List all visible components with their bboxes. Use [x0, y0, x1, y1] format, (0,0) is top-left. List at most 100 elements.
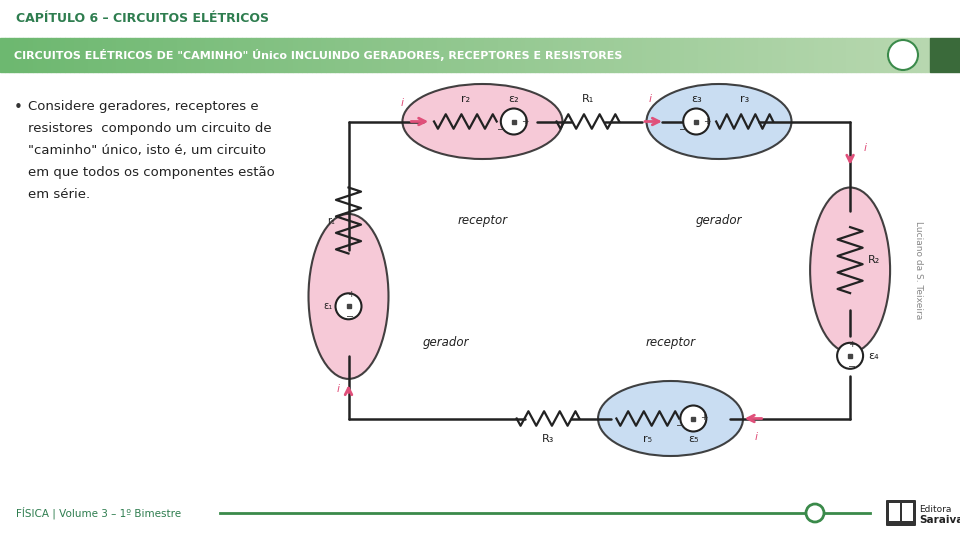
Bar: [516, 38, 520, 72]
Text: gerador: gerador: [696, 214, 742, 227]
Text: r₅: r₅: [643, 435, 652, 444]
Bar: [567, 38, 572, 72]
Bar: [60, 38, 65, 72]
Bar: [651, 38, 656, 72]
Text: CAPÍTULO 6 – CIRCUITOS ELÉTRICOS: CAPÍTULO 6 – CIRCUITOS ELÉTRICOS: [16, 12, 269, 25]
Bar: [79, 38, 84, 72]
Bar: [535, 38, 540, 72]
Bar: [716, 38, 721, 72]
Bar: [595, 38, 600, 72]
Bar: [131, 38, 134, 72]
Bar: [851, 38, 855, 72]
Bar: [674, 38, 679, 72]
Bar: [860, 38, 865, 72]
Bar: [121, 38, 126, 72]
Bar: [623, 38, 628, 72]
FancyBboxPatch shape: [886, 500, 916, 526]
Bar: [158, 38, 163, 72]
Text: em série.: em série.: [28, 188, 90, 201]
Bar: [633, 38, 637, 72]
Bar: [878, 38, 883, 72]
Bar: [111, 38, 116, 72]
Bar: [358, 38, 363, 72]
Bar: [618, 38, 623, 72]
Bar: [902, 38, 907, 72]
Bar: [613, 38, 618, 72]
Bar: [172, 38, 177, 72]
Text: "caminho" único, isto é, um circuito: "caminho" único, isto é, um circuito: [28, 144, 266, 157]
Bar: [730, 38, 734, 72]
Bar: [665, 38, 670, 72]
Bar: [88, 38, 93, 72]
Bar: [902, 503, 913, 521]
Bar: [154, 38, 158, 72]
Bar: [75, 38, 79, 72]
Bar: [56, 38, 60, 72]
Bar: [325, 38, 330, 72]
Bar: [465, 38, 469, 72]
Ellipse shape: [810, 187, 890, 353]
Bar: [549, 38, 553, 72]
Bar: [818, 38, 823, 72]
Circle shape: [681, 406, 707, 431]
Bar: [423, 38, 428, 72]
Bar: [321, 38, 325, 72]
Text: +: +: [849, 340, 856, 349]
Bar: [116, 38, 121, 72]
Bar: [451, 38, 456, 72]
Bar: [781, 38, 786, 72]
Text: R₁: R₁: [582, 93, 594, 104]
Bar: [507, 38, 512, 72]
Bar: [209, 38, 214, 72]
Bar: [921, 38, 925, 72]
Bar: [883, 38, 888, 72]
Bar: [134, 38, 139, 72]
Bar: [293, 38, 298, 72]
Bar: [0, 38, 5, 72]
Bar: [242, 38, 247, 72]
Bar: [103, 38, 107, 72]
Bar: [223, 38, 228, 72]
Bar: [749, 38, 754, 72]
Bar: [786, 38, 790, 72]
Bar: [489, 38, 492, 72]
Bar: [93, 38, 98, 72]
Bar: [186, 38, 191, 72]
Bar: [525, 38, 530, 72]
Bar: [302, 38, 307, 72]
Text: receptor: receptor: [457, 214, 508, 227]
Bar: [855, 38, 860, 72]
Text: −: −: [496, 125, 505, 134]
Bar: [42, 38, 46, 72]
Bar: [790, 38, 795, 72]
Text: +: +: [520, 117, 528, 125]
Bar: [628, 38, 633, 72]
Circle shape: [806, 504, 824, 522]
Bar: [469, 38, 474, 72]
Bar: [298, 38, 302, 72]
Text: −: −: [679, 125, 687, 134]
Text: ε₁: ε₁: [324, 301, 332, 311]
Bar: [177, 38, 181, 72]
Bar: [679, 38, 684, 72]
Bar: [149, 38, 154, 72]
Bar: [758, 38, 762, 72]
Ellipse shape: [598, 381, 743, 456]
Bar: [376, 38, 381, 72]
Bar: [711, 38, 716, 72]
Bar: [721, 38, 726, 72]
Bar: [726, 38, 730, 72]
Bar: [875, 38, 878, 72]
Bar: [520, 38, 525, 72]
Bar: [400, 38, 404, 72]
Bar: [842, 38, 847, 72]
Text: ε₄: ε₄: [868, 351, 878, 361]
Text: i: i: [649, 93, 652, 104]
Text: ε₅: ε₅: [688, 435, 699, 444]
Bar: [65, 38, 70, 72]
Bar: [181, 38, 186, 72]
Bar: [800, 38, 804, 72]
Text: ε₃: ε₃: [691, 93, 702, 104]
Bar: [344, 38, 348, 72]
Bar: [512, 119, 516, 124]
